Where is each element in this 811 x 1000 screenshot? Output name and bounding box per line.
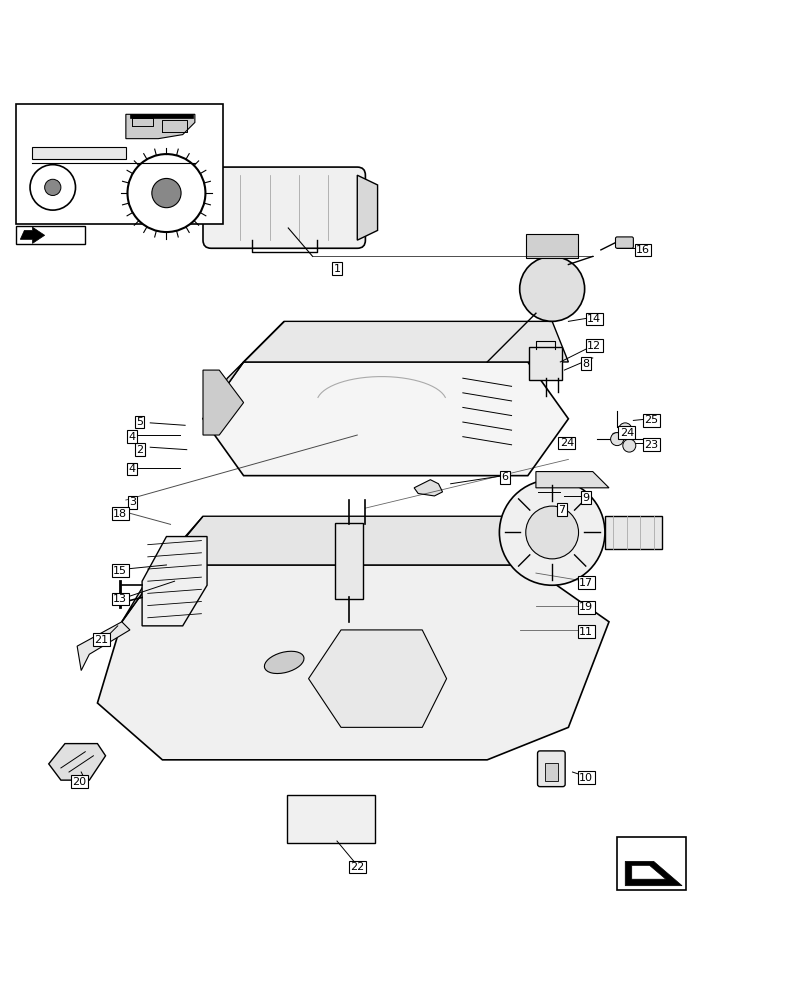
Polygon shape [535, 472, 608, 488]
Circle shape [519, 256, 584, 321]
Text: 10: 10 [578, 773, 593, 783]
FancyBboxPatch shape [526, 234, 577, 258]
Polygon shape [203, 321, 284, 419]
FancyBboxPatch shape [529, 347, 561, 380]
Circle shape [622, 439, 635, 452]
Text: 6: 6 [501, 472, 508, 482]
FancyBboxPatch shape [615, 237, 633, 248]
Text: 23: 23 [643, 440, 658, 450]
FancyBboxPatch shape [286, 795, 375, 843]
Text: 2: 2 [136, 445, 143, 455]
Text: 17: 17 [578, 578, 593, 588]
Text: 16: 16 [635, 245, 650, 255]
Circle shape [45, 179, 61, 196]
Text: 22: 22 [350, 862, 364, 872]
FancyBboxPatch shape [616, 837, 685, 890]
Text: 11: 11 [578, 627, 593, 637]
Text: 14: 14 [586, 314, 601, 324]
Text: 3: 3 [129, 497, 135, 507]
Polygon shape [631, 865, 665, 879]
Polygon shape [624, 861, 681, 886]
Text: 8: 8 [582, 359, 589, 369]
Text: 19: 19 [578, 602, 593, 612]
FancyBboxPatch shape [544, 763, 557, 781]
Circle shape [30, 165, 75, 210]
Circle shape [618, 423, 631, 436]
Text: 20: 20 [72, 777, 87, 787]
Text: 4: 4 [129, 464, 135, 474]
Text: 7: 7 [558, 505, 564, 515]
Text: 21: 21 [94, 635, 109, 645]
Polygon shape [126, 114, 195, 139]
Text: 24: 24 [559, 438, 573, 448]
Circle shape [526, 506, 577, 559]
Polygon shape [162, 516, 551, 565]
Ellipse shape [264, 651, 303, 674]
Circle shape [499, 480, 604, 585]
Text: 12: 12 [586, 341, 601, 351]
Polygon shape [142, 537, 207, 626]
FancyBboxPatch shape [335, 523, 363, 599]
Polygon shape [357, 175, 377, 240]
Text: 18: 18 [113, 509, 127, 519]
Polygon shape [414, 480, 442, 496]
Text: 9: 9 [582, 493, 589, 503]
FancyBboxPatch shape [16, 104, 223, 224]
Polygon shape [122, 516, 203, 622]
FancyBboxPatch shape [537, 751, 564, 787]
Polygon shape [308, 630, 446, 727]
Text: 13: 13 [113, 594, 127, 604]
Circle shape [610, 433, 623, 446]
Text: 4: 4 [129, 432, 135, 442]
Polygon shape [97, 565, 608, 760]
Polygon shape [243, 321, 568, 362]
FancyBboxPatch shape [203, 167, 365, 248]
Text: 25: 25 [643, 415, 658, 425]
Text: 1: 1 [333, 264, 340, 274]
Ellipse shape [370, 668, 409, 690]
Circle shape [127, 154, 205, 232]
Polygon shape [32, 147, 126, 159]
Polygon shape [130, 114, 193, 118]
FancyBboxPatch shape [16, 226, 85, 244]
Polygon shape [203, 370, 243, 435]
FancyBboxPatch shape [604, 516, 661, 549]
Polygon shape [77, 622, 130, 671]
Circle shape [152, 178, 181, 208]
Polygon shape [49, 744, 105, 780]
Polygon shape [203, 362, 568, 476]
Text: 5: 5 [136, 417, 143, 427]
Text: 24: 24 [619, 428, 633, 438]
Polygon shape [20, 227, 45, 243]
Text: 15: 15 [113, 566, 127, 576]
